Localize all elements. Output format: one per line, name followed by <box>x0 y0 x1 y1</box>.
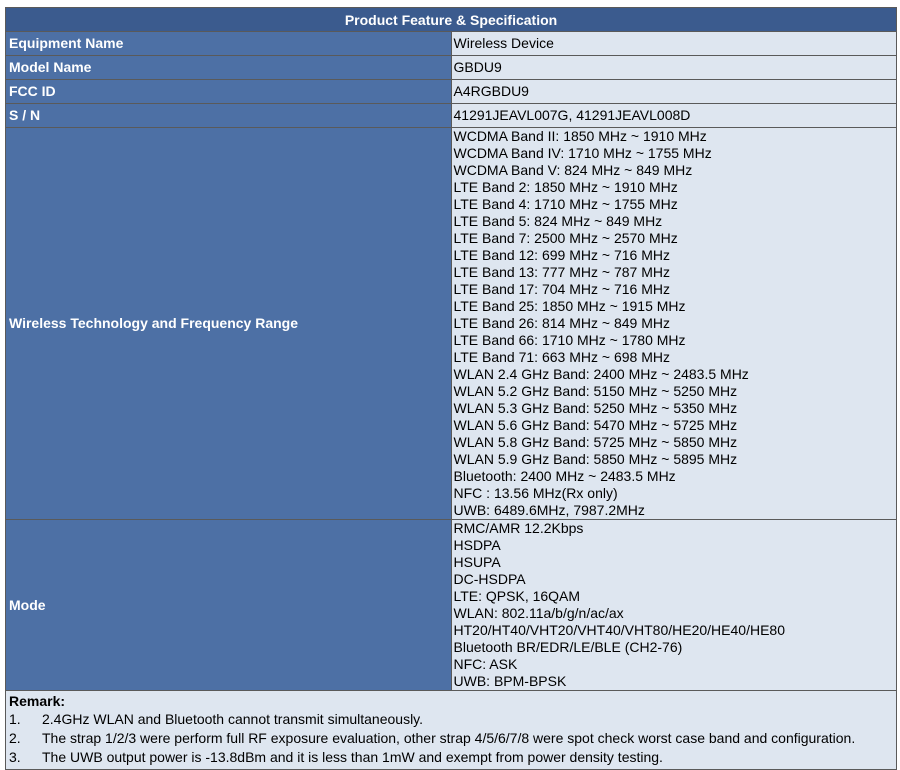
remark-row: Remark: 1. 2.4GHz WLAN and Bluetooth canno… <box>5 690 897 770</box>
value-line: Bluetooth: 2400 MHz ~ 2483.5 MHz <box>453 468 676 484</box>
value-line: HSUPA <box>453 554 501 570</box>
spec-row: S / N 41291JEAVL007G, 41291JEAVL008D <box>5 103 897 128</box>
value-line: WLAN 2.4 GHz Band: 2400 MHz ~ 2483.5 MHz <box>453 366 749 382</box>
spec-table: Product Feature & Specification Equipmen… <box>5 7 897 770</box>
remark-text: The UWB output power is -13.8dBm and it … <box>42 749 663 765</box>
value-line: WLAN 5.8 GHz Band: 5725 MHz ~ 5850 MHz <box>453 434 738 450</box>
remark-number: 2. <box>9 730 21 746</box>
row-label: Wireless Technology and Frequency Range <box>5 127 452 520</box>
remark-item: 1. 2.4GHz WLAN and Bluetooth cannot trans… <box>9 710 893 729</box>
spec-row: Equipment Name Wireless Device <box>5 31 897 56</box>
row-value: RMC/AMR 12.2Kbps HSDPA HSUPA DC-HSDPA LTE: Q… <box>450 519 897 691</box>
value-line: LTE Band 17: 704 MHz ~ 716 MHz <box>453 281 670 297</box>
value-line: Wireless Device <box>453 35 554 51</box>
value-line: WLAN 5.2 GHz Band: 5150 MHz ~ 5250 MHz <box>453 383 738 399</box>
value-line: WLAN 5.3 GHz Band: 5250 MHz ~ 5350 MHz <box>453 400 738 416</box>
value-line: DC-HSDPA <box>453 571 526 587</box>
value-line: UWB: BPM-BPSK <box>453 673 567 689</box>
spec-row: Wireless Technology and Frequency Range W… <box>5 127 897 520</box>
remark-cell: Remark: 1. 2.4GHz WLAN and Bluetooth canno… <box>5 690 897 770</box>
value-line: LTE Band 4: 1710 MHz ~ 1755 MHz <box>453 196 678 212</box>
row-label: Equipment Name <box>5 31 452 56</box>
value-line: LTE Band 2: 1850 MHz ~ 1910 MHz <box>453 179 678 195</box>
value-line: WCDMA Band II: 1850 MHz ~ 1910 MHz <box>453 128 707 144</box>
value-line: LTE Band 12: 699 MHz ~ 716 MHz <box>453 247 670 263</box>
row-value: WCDMA Band II: 1850 MHz ~ 1910 MHz WCDMA … <box>450 127 897 520</box>
value-line: LTE Band 71: 663 MHz ~ 698 MHz <box>453 349 670 365</box>
header-row: Product Feature & Specification <box>5 7 897 32</box>
value-line: HSDPA <box>453 537 501 553</box>
value-line: WCDMA Band V: 824 MHz ~ 849 MHz <box>453 162 693 178</box>
value-line: Bluetooth BR/EDR/LE/BLE (CH2-76) <box>453 639 683 655</box>
spec-sheet: Product Feature & Specification Equipmen… <box>5 7 897 770</box>
table-title: Product Feature & Specification <box>5 7 897 32</box>
value-line: LTE: QPSK, 16QAM <box>453 588 581 604</box>
row-label: Model Name <box>5 55 452 80</box>
spec-row: FCC ID A4RGBDU9 <box>5 79 897 104</box>
value-line: 41291JEAVL007G, 41291JEAVL008D <box>453 107 691 123</box>
value-line: GBDU9 <box>453 59 502 75</box>
value-line: LTE Band 66: 1710 MHz ~ 1780 MHz <box>453 332 686 348</box>
value-line: LTE Band 7: 2500 MHz ~ 2570 MHz <box>453 230 678 246</box>
row-value: 41291JEAVL007G, 41291JEAVL008D <box>450 103 897 128</box>
value-line: RMC/AMR 12.2Kbps <box>453 520 584 536</box>
row-label: Mode <box>5 519 452 691</box>
value-line: A4RGBDU9 <box>453 83 529 99</box>
remark-item: 2. The strap 1/2/3 were perform full RF e… <box>9 729 893 748</box>
row-label: FCC ID <box>5 79 452 104</box>
spec-row: Model Name GBDU9 <box>5 55 897 80</box>
remark-text: 2.4GHz WLAN and Bluetooth cannot transmi… <box>42 711 424 727</box>
value-line: LTE Band 5: 824 MHz ~ 849 MHz <box>453 213 663 229</box>
value-line: UWB: 6489.6MHz, 7987.2MHz <box>453 502 645 518</box>
spec-row: Mode RMC/AMR 12.2Kbps HSDPA HSUPA DC-HSDPA LT… <box>5 519 897 691</box>
row-value: A4RGBDU9 <box>450 79 897 104</box>
remark-text: The strap 1/2/3 were perform full RF exp… <box>42 730 856 746</box>
remark-number: 3. <box>9 749 21 765</box>
value-line: NFC: ASK <box>453 656 518 672</box>
remark-item: 3. The UWB output power is -13.8dBm and i… <box>9 748 893 767</box>
row-label: S / N <box>5 103 452 128</box>
value-line: WLAN 5.6 GHz Band: 5470 MHz ~ 5725 MHz <box>453 417 738 433</box>
remark-title: Remark: <box>9 693 66 709</box>
value-line: NFC : 13.56 MHz(Rx only) <box>453 485 618 501</box>
value-line: WLAN 5.9 GHz Band: 5850 MHz ~ 5895 MHz <box>453 451 738 467</box>
value-line: WCDMA Band IV: 1710 MHz ~ 1755 MHz <box>453 145 712 161</box>
row-value: GBDU9 <box>450 55 897 80</box>
value-line: LTE Band 25: 1850 MHz ~ 1915 MHz <box>453 298 686 314</box>
value-line: WLAN: 802.11a/b/g/n/ac/ax HT20/HT40/VHT2… <box>453 605 785 638</box>
value-line: LTE Band 13: 777 MHz ~ 787 MHz <box>453 264 670 280</box>
remark-number: 1. <box>9 711 21 727</box>
row-value: Wireless Device <box>450 31 897 56</box>
value-line: LTE Band 26: 814 MHz ~ 849 MHz <box>453 315 670 331</box>
